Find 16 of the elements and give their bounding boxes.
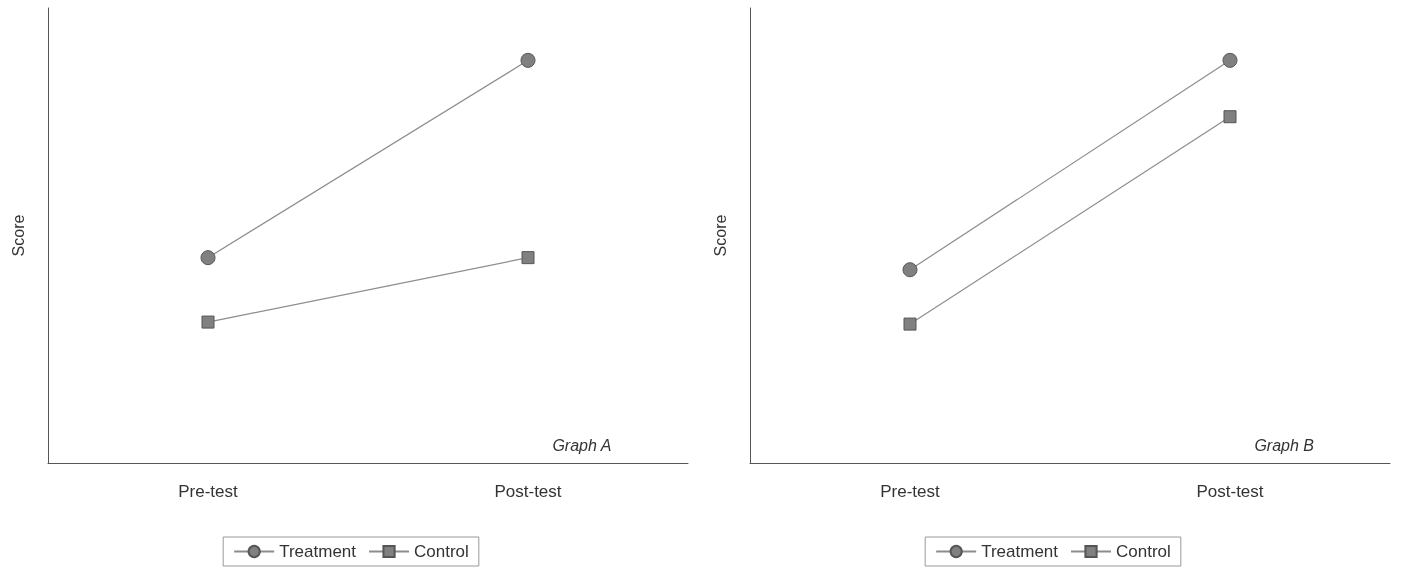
y-axis-title: Score — [711, 214, 729, 257]
x-tick-label: Post-test — [494, 482, 562, 501]
y-axis-title: Score — [9, 214, 27, 257]
point — [1223, 110, 1237, 124]
legend-label: Control — [1116, 542, 1171, 561]
point — [1222, 52, 1238, 68]
legend-label: Treatment — [279, 542, 357, 561]
legend-label: Control — [414, 542, 469, 561]
point — [903, 317, 917, 331]
x-tick-label: Pre-test — [178, 482, 239, 501]
legend-label: Treatment — [981, 542, 1059, 561]
annotation: Graph B — [1254, 436, 1315, 454]
x-tick-label: Pre-test — [880, 482, 941, 501]
x-tick-label: Post-test — [1196, 482, 1264, 501]
annotation: Graph A — [552, 436, 612, 454]
point — [902, 262, 918, 278]
